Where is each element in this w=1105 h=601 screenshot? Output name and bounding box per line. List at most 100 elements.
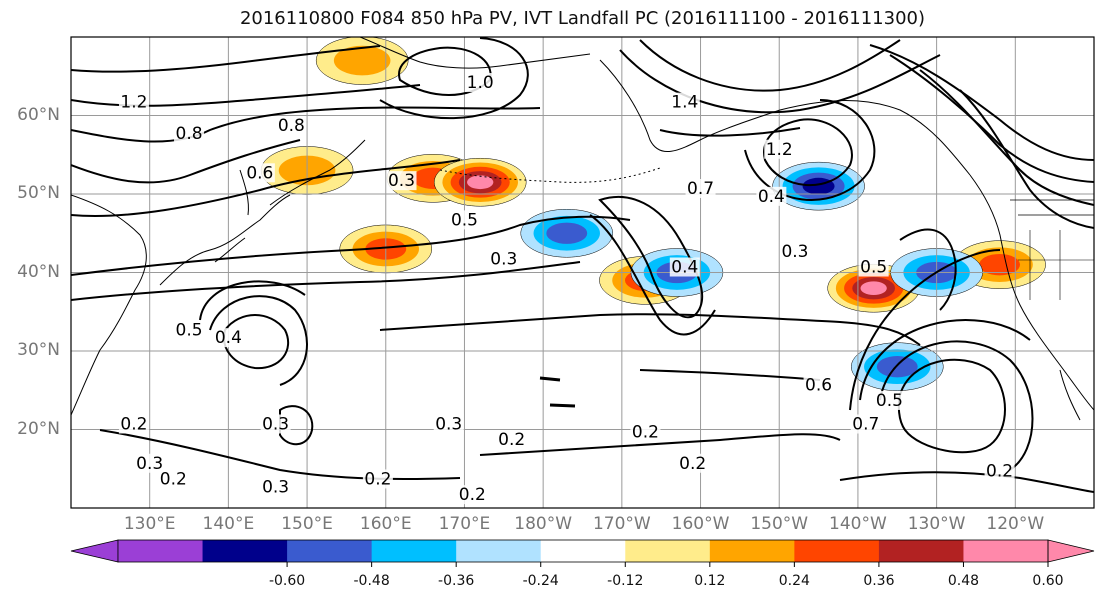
- contour-label-bg: [669, 92, 700, 112]
- lat-tick-label: 40°N: [17, 261, 60, 282]
- contour-label: 0.2: [498, 430, 525, 450]
- na-west-coast: [969, 174, 1094, 411]
- baja: [1059, 369, 1081, 421]
- contour-label-bg: [630, 422, 661, 442]
- aleutians: [439, 167, 661, 183]
- contour-label-bg: [677, 453, 708, 473]
- lon-tick-label: 120°W: [986, 514, 1045, 534]
- colorbar-extend-high: [1047, 539, 1095, 563]
- contour-label-bg: [362, 469, 393, 489]
- contour-labels: 1.0 1.2 0.8 0.6 0.8 1.4 1.2 0.7 0.4 0.3 0.5 0.3 0.4 0…: [118, 73, 1015, 505]
- contour-label: 0.2: [986, 462, 1013, 482]
- arctic-coast: [359, 37, 591, 69]
- coastlines: [71, 37, 1094, 421]
- contour-label-bg: [174, 320, 205, 340]
- lon-tick-label: 150°E: [281, 514, 333, 534]
- contour-label-bg: [874, 390, 905, 410]
- contour-label: 0.2: [632, 422, 659, 442]
- contour-label: 0.3: [262, 415, 289, 435]
- lat-tick-label: 20°N: [17, 418, 60, 439]
- colorbar-tick-label: 0.36: [863, 573, 895, 589]
- anomaly-patch: [333, 45, 391, 76]
- anomaly-patch: [860, 281, 887, 296]
- contour-label: 0.2: [679, 454, 706, 474]
- colorbar-swatch: [118, 540, 204, 562]
- colorbar-swatch: [202, 540, 288, 562]
- lat-tick-label: 50°N: [17, 183, 60, 203]
- lon-tick-label: 130°E: [123, 514, 176, 534]
- contour-label: 0.3: [262, 477, 289, 497]
- contour-label-bg: [764, 139, 795, 159]
- us-states: [1018, 230, 1094, 300]
- contour-label: 0.2: [120, 415, 147, 435]
- lon-tick-label: 160°W: [671, 514, 730, 534]
- lat-tick-label: 30°N: [17, 340, 60, 360]
- map-title: 2016110800 F084 850 hPa PV, IVT Landfall…: [239, 8, 926, 29]
- contour-label-bg: [118, 92, 149, 112]
- colorbar-swatch: [456, 540, 542, 562]
- contour-label-bg: [276, 116, 307, 136]
- lon-tick-label: 180°W: [514, 514, 573, 534]
- contour-label: 0.6: [805, 375, 832, 395]
- contour-label: 0.3: [781, 242, 808, 262]
- contour-label: 0.7: [687, 179, 714, 199]
- colorbar-tick-label: 0.24: [778, 573, 810, 589]
- contour-label-bg: [803, 375, 834, 395]
- contour-label: 1.4: [671, 93, 698, 113]
- colorbar-tick-label: -0.24: [522, 573, 559, 589]
- graticule: [71, 37, 1094, 508]
- map-plot: 1.0 1.2 0.8 0.6 0.8 1.4 1.2 0.7 0.4 0.3 0.5 0.3 0.4 0…: [70, 36, 1095, 509]
- colorbar-tick-label: -0.48: [353, 573, 390, 589]
- kamchatka-coast: [269, 139, 366, 206]
- colorbar-swatch: [878, 540, 964, 562]
- anomaly-patch: [979, 253, 1021, 276]
- colorbar-swatch: [963, 540, 1049, 562]
- contour-label-bg: [488, 249, 519, 269]
- map-frame: [70, 36, 1095, 509]
- contour-label: 1.0: [467, 73, 494, 93]
- contour-label-bg: [244, 163, 275, 183]
- colorbar-outline: [117, 539, 1049, 563]
- lon-tick-label: 140°W: [829, 514, 887, 534]
- contour-label: 0.6: [246, 163, 273, 183]
- contour-label: 0.5: [860, 258, 887, 278]
- contour-label: 0.4: [758, 187, 785, 207]
- colorbar-tick-label: 0.60: [1032, 573, 1064, 589]
- contour-label: 0.5: [176, 320, 203, 340]
- contour-label-bg: [858, 257, 889, 277]
- contour-label: 0.8: [176, 124, 203, 144]
- contour-label-bg: [850, 414, 881, 434]
- contour-label-bg: [496, 430, 527, 450]
- contour-label: 0.3: [490, 250, 517, 270]
- contour-label: 0.5: [876, 391, 903, 411]
- contour-label: 1.2: [120, 93, 147, 113]
- contour-label-bg: [433, 414, 464, 434]
- colorbar-tick-label: -0.60: [268, 573, 306, 589]
- anomaly-patch: [467, 175, 494, 190]
- colorbar-extend-low: [70, 539, 119, 563]
- lon-tick-label: 170°E: [438, 514, 491, 534]
- lon-tick-label: 140°E: [202, 514, 255, 534]
- contour-label-bg: [457, 485, 488, 505]
- pv-contours: [71, 37, 1094, 493]
- lon-tick-label: 150°W: [750, 514, 809, 534]
- contour-label: 0.2: [160, 469, 187, 489]
- contour-label-bg: [260, 414, 291, 434]
- contour-label-bg: [756, 186, 787, 206]
- asia-coast: [71, 194, 147, 416]
- contour-label-bg: [134, 453, 165, 473]
- contour-label: 0.3: [388, 171, 415, 191]
- contour-label-bg: [669, 257, 700, 277]
- lon-tick-label: 130°W: [907, 514, 966, 534]
- contour-label-bg: [386, 171, 417, 191]
- anomaly-patch: [876, 356, 918, 378]
- colorbar-swatch: [287, 540, 373, 562]
- contour-label: 0.5: [451, 210, 478, 230]
- contour-label-bg: [158, 469, 189, 489]
- contour-label: 0.2: [364, 469, 391, 489]
- colorbar-swatch: [794, 540, 880, 562]
- colorbar-swatch: [709, 540, 795, 562]
- contour-label: 0.4: [215, 328, 242, 348]
- canada-border: [1010, 199, 1094, 216]
- contour-label: 0.3: [435, 415, 462, 435]
